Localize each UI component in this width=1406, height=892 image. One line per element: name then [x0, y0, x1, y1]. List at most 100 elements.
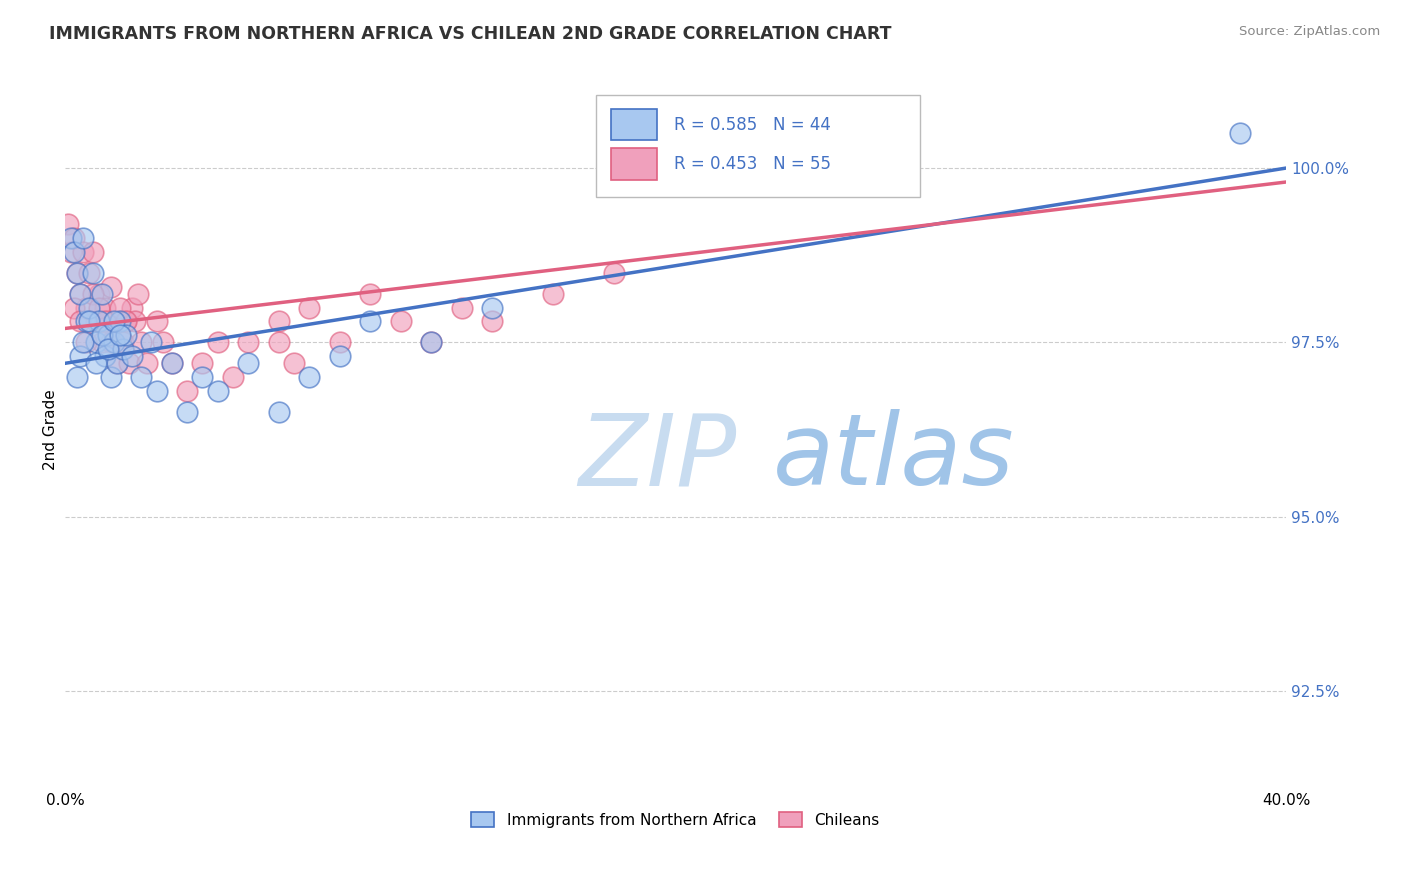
- Point: [63, 301, 86, 315]
- Point: [72, 335, 94, 350]
- FancyBboxPatch shape: [596, 95, 920, 197]
- Point: [359, 286, 381, 301]
- Point: [100, 279, 122, 293]
- Text: IMMIGRANTS FROM NORTHERN AFRICA VS CHILEAN 2ND GRADE CORRELATION CHART: IMMIGRANTS FROM NORTHERN AFRICA VS CHILE…: [49, 25, 891, 43]
- Point: [136, 356, 159, 370]
- Point: [238, 356, 260, 370]
- Point: [72, 231, 94, 245]
- Point: [105, 356, 128, 370]
- Point: [69, 349, 91, 363]
- Point: [93, 314, 115, 328]
- Point: [127, 286, 149, 301]
- Point: [82, 286, 104, 301]
- Point: [450, 301, 472, 315]
- Point: [79, 266, 101, 280]
- Point: [267, 405, 290, 419]
- Point: [329, 349, 352, 363]
- Point: [207, 384, 229, 399]
- Point: [222, 370, 245, 384]
- Point: [115, 328, 138, 343]
- Point: [87, 286, 110, 301]
- Point: [63, 231, 86, 245]
- Point: [66, 266, 89, 280]
- Point: [97, 343, 120, 357]
- Point: [139, 335, 162, 350]
- Point: [60, 244, 83, 259]
- Point: [420, 335, 443, 350]
- Point: [298, 301, 321, 315]
- Point: [267, 335, 290, 350]
- Point: [103, 314, 125, 328]
- Point: [420, 335, 443, 350]
- Point: [93, 349, 115, 363]
- Point: [90, 335, 112, 350]
- Point: [389, 314, 412, 328]
- Point: [108, 301, 131, 315]
- Point: [112, 343, 135, 357]
- Point: [152, 335, 174, 350]
- Point: [87, 301, 110, 315]
- Text: R = 0.585   N = 44: R = 0.585 N = 44: [675, 116, 831, 134]
- Text: Source: ZipAtlas.com: Source: ZipAtlas.com: [1240, 25, 1381, 38]
- Point: [481, 314, 503, 328]
- Point: [75, 301, 97, 315]
- Point: [82, 244, 104, 259]
- Point: [298, 370, 321, 384]
- Point: [84, 335, 107, 350]
- Point: [100, 370, 122, 384]
- Point: [121, 301, 143, 315]
- Text: ZIP: ZIP: [578, 409, 737, 507]
- Text: R = 0.453   N = 55: R = 0.453 N = 55: [675, 155, 831, 173]
- Point: [93, 301, 115, 315]
- Point: [63, 244, 86, 259]
- Point: [176, 384, 198, 399]
- Point: [87, 314, 110, 328]
- Point: [207, 335, 229, 350]
- Point: [69, 286, 91, 301]
- Point: [56, 217, 79, 231]
- Point: [69, 314, 91, 328]
- Point: [238, 335, 260, 350]
- Point: [145, 384, 167, 399]
- Point: [267, 314, 290, 328]
- Point: [145, 314, 167, 328]
- Point: [69, 286, 91, 301]
- Point: [115, 314, 138, 328]
- Point: [90, 328, 112, 343]
- Point: [84, 356, 107, 370]
- Point: [103, 335, 125, 350]
- Point: [481, 301, 503, 315]
- Point: [75, 314, 97, 328]
- Point: [90, 286, 112, 301]
- Point: [112, 335, 135, 350]
- Point: [60, 231, 83, 245]
- Point: [105, 356, 128, 370]
- Point: [329, 335, 352, 350]
- Point: [79, 314, 101, 328]
- Point: [283, 356, 305, 370]
- Legend: Immigrants from Northern Africa, Chileans: Immigrants from Northern Africa, Chilean…: [465, 805, 886, 834]
- Point: [124, 314, 146, 328]
- Point: [82, 266, 104, 280]
- Point: [84, 314, 107, 328]
- Point: [72, 244, 94, 259]
- Point: [131, 370, 153, 384]
- Point: [115, 314, 138, 328]
- Point: [359, 314, 381, 328]
- Point: [100, 335, 122, 350]
- Bar: [610, 109, 657, 140]
- Point: [176, 405, 198, 419]
- Point: [118, 356, 141, 370]
- Point: [1229, 126, 1251, 140]
- Point: [160, 356, 183, 370]
- Point: [75, 335, 97, 350]
- Text: atlas: atlas: [773, 409, 1015, 507]
- Point: [108, 328, 131, 343]
- Point: [603, 266, 626, 280]
- Point: [160, 356, 183, 370]
- Point: [121, 349, 143, 363]
- Bar: [610, 148, 657, 180]
- Point: [108, 314, 131, 328]
- Y-axis label: 2nd Grade: 2nd Grade: [44, 389, 58, 470]
- Point: [103, 335, 125, 350]
